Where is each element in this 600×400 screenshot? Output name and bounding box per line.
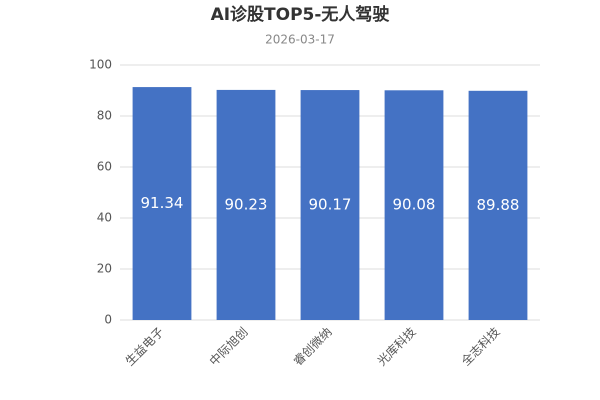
bar [132, 87, 192, 320]
bar [468, 90, 528, 320]
bar [300, 90, 360, 320]
x-tick-label: 生益电子 [123, 325, 167, 369]
x-tick-label: 睿创微纳 [290, 324, 335, 369]
value-label: 91.34 [141, 194, 184, 212]
bar [216, 89, 276, 320]
value-label: 90.23 [225, 195, 268, 213]
y-tick-label: 60 [97, 160, 112, 174]
value-label: 90.08 [393, 196, 436, 214]
y-tick-label: 100 [89, 58, 112, 72]
y-tick-label: 40 [97, 211, 112, 225]
x-tick-label: 中际旭创 [206, 324, 251, 369]
bar [384, 90, 444, 321]
chart-title: AI诊股TOP5-无人驾驶 [211, 4, 390, 25]
value-label: 89.88 [477, 196, 520, 214]
chart-subtitle: 2026-03-17 [265, 33, 335, 47]
x-tick-label: 光库科技 [374, 324, 419, 369]
y-tick-label: 80 [97, 109, 112, 123]
y-tick-label: 0 [104, 313, 112, 327]
value-label: 90.17 [309, 196, 352, 214]
y-tick-label: 20 [97, 262, 112, 276]
x-tick-label: 全志科技 [458, 324, 503, 369]
